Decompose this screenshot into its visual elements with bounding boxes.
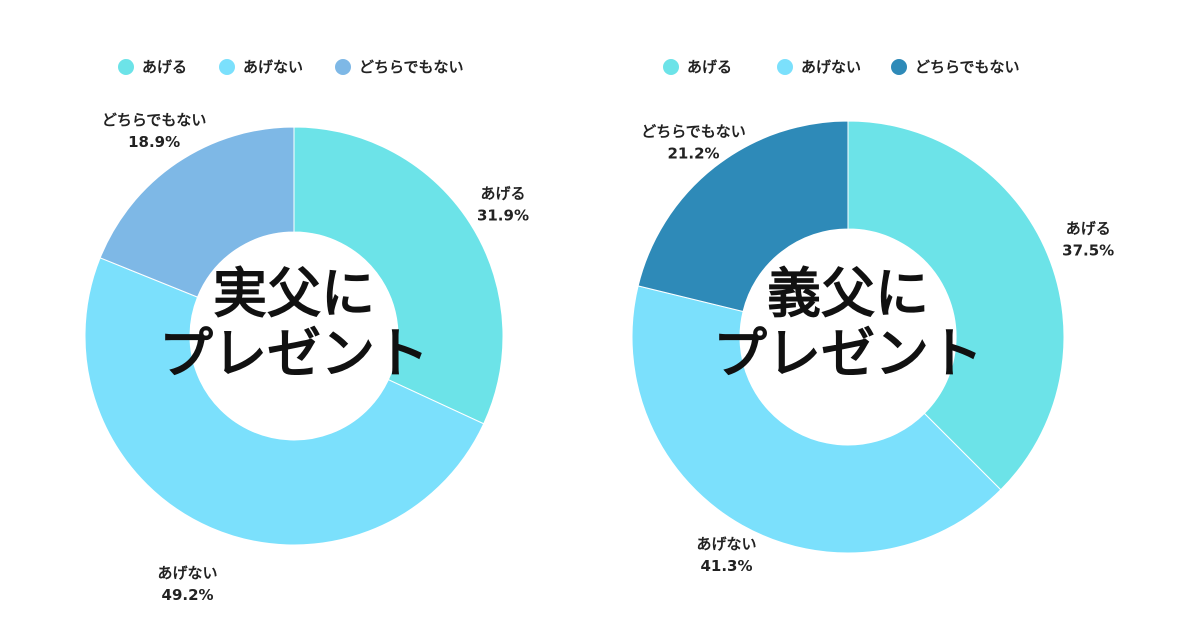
slice-value-label: 18.9% — [128, 133, 180, 151]
center-title-line: プレゼント — [159, 322, 429, 385]
slice-label: あげる — [1066, 220, 1111, 238]
legend-label: あげる — [687, 58, 732, 76]
slice-value-label: 31.9% — [477, 206, 529, 224]
legend: あげる あげない どちらでもない — [663, 58, 1020, 76]
slice-label: どちらでもない — [102, 111, 207, 129]
slice-value-label: 37.5% — [1062, 242, 1114, 260]
legend-swatch — [777, 59, 793, 75]
donut-slice — [847, 120, 1065, 491]
legend-label: あげない — [801, 58, 861, 76]
legend-swatch — [335, 59, 351, 75]
donut-slice — [84, 257, 485, 546]
legend-swatch — [118, 59, 134, 75]
donut-slice — [637, 120, 849, 313]
donut-slice — [293, 126, 504, 425]
legend-swatch — [663, 59, 679, 75]
legend-label: あげない — [243, 58, 303, 76]
slice-value-label: 49.2% — [162, 586, 214, 604]
center-title-line: 義父に — [767, 262, 929, 325]
donut-chart-1: あげる あげない どちらでもないあげる31.9%あげない49.2%どちらでもない18… — [84, 58, 529, 604]
slice-label: どちらでもない — [641, 122, 746, 140]
slice-value-label: 41.3% — [700, 557, 752, 575]
legend-label: どちらでもない — [359, 58, 464, 76]
donut-chart-2: あげる あげない どちらでもないあげる37.5%あげない41.3%どちらでもない21… — [631, 58, 1114, 575]
slice-label: あげない — [696, 535, 756, 553]
center-title-line: 実父に — [213, 262, 375, 325]
legend-swatch — [891, 59, 907, 75]
slice-label: あげる — [480, 184, 525, 202]
donut-slice — [631, 285, 1002, 554]
legend-swatch — [219, 59, 235, 75]
legend-label: どちらでもない — [915, 58, 1020, 76]
slice-value-label: 21.2% — [668, 144, 720, 162]
slice-label: あげない — [158, 564, 218, 582]
center-title-line: プレゼント — [713, 322, 983, 385]
legend-label: あげる — [142, 58, 187, 76]
legend: あげる あげない どちらでもない — [118, 58, 464, 76]
donut-slice — [99, 126, 295, 298]
